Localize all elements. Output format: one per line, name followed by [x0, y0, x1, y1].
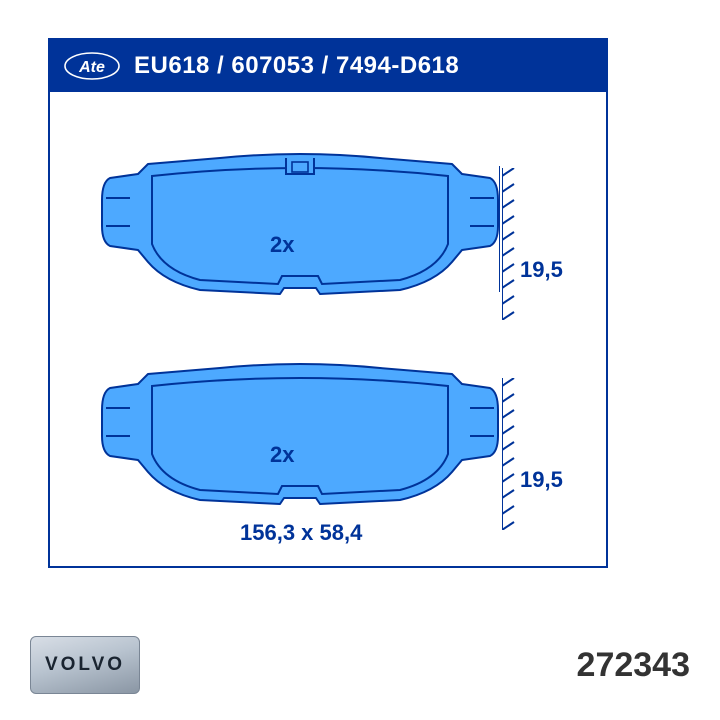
- volvo-text: VOLVO: [45, 654, 125, 676]
- dimension-label: 156,3 x 58,4: [240, 520, 362, 546]
- part-codes: EU618 / 607053 / 7494-D618: [134, 52, 459, 80]
- thickness-top: 19,5: [520, 257, 563, 283]
- part-number: 272343: [577, 646, 690, 685]
- brake-pad-bottom: 2x: [100, 352, 500, 507]
- header-bar: Ate EU618 / 607053 / 7494-D618: [50, 40, 606, 92]
- qty-label-top: 2x: [270, 232, 294, 258]
- qty-label-bottom: 2x: [270, 442, 294, 468]
- svg-text:Ate: Ate: [78, 59, 105, 76]
- volvo-badge: VOLVO: [30, 636, 140, 694]
- ate-logo: Ate: [64, 52, 120, 80]
- pads-area: 2x 19,5: [50, 92, 606, 570]
- brake-pad-top: 2x: [100, 142, 500, 297]
- footer: VOLVO 272343: [30, 636, 690, 694]
- diagram-frame: Ate EU618 / 607053 / 7494-D618: [48, 38, 608, 568]
- thickness-bottom: 19,5: [520, 467, 563, 493]
